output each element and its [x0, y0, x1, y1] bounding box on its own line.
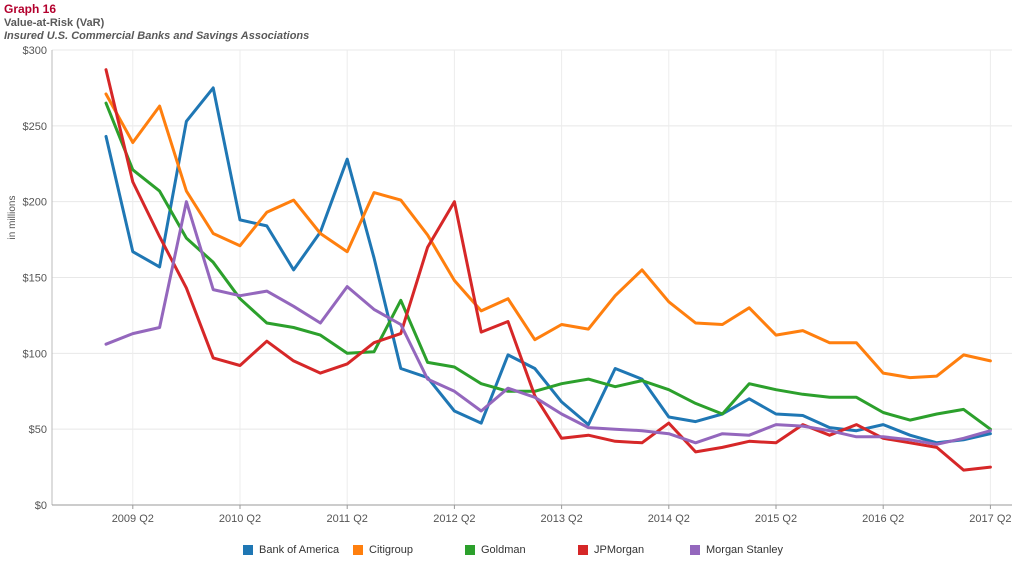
legend-swatch [578, 545, 588, 555]
x-tick-label: 2010 Q2 [219, 513, 261, 525]
x-tick-label: 2013 Q2 [540, 513, 582, 525]
legend-swatch [243, 545, 253, 555]
series-lines [104, 68, 992, 472]
series-line-bank-of-america [104, 86, 992, 445]
legend-swatch [465, 545, 475, 555]
series-line-jpmorgan [104, 68, 992, 472]
x-tick-label: 2016 Q2 [862, 513, 904, 525]
y-tick-label: $150 [23, 273, 47, 285]
x-tick-label: 2014 Q2 [648, 513, 690, 525]
axes: $0 $50 $100 $150 $200 $250 $300 2009 Q2 2010 Q2 2… [23, 45, 1012, 525]
x-tick-label: 2012 Q2 [433, 513, 475, 525]
legend-label: Citigroup [369, 544, 414, 556]
y-tick-label: $100 [23, 348, 47, 360]
chart-header: Graph 16 Value-at-Risk (VaR) Insured U.S… [4, 2, 309, 43]
x-tick-label: 2017 Q2 [969, 513, 1011, 525]
y-tick-label: $250 [23, 121, 47, 133]
series-line-goldman [104, 101, 992, 431]
x-tick-label: 2009 Q2 [112, 513, 154, 525]
legend-item-citigroup: Citigroup [353, 541, 413, 559]
y-tick-label: $200 [23, 197, 47, 209]
line-chart: $0 $50 $100 $150 $200 $250 $300 2009 Q2 2010 Q2 2… [7, 45, 1012, 525]
series-line-citigroup [104, 92, 992, 380]
graph-number: Graph 16 [4, 2, 57, 16]
chart-subtitle: Insured U.S. Commercial Banks and Saving… [4, 30, 310, 42]
legend-label: Morgan Stanley [706, 544, 784, 556]
legend-item-bank-of-america: Bank of America [243, 541, 339, 559]
legend-swatch [690, 545, 700, 555]
legend-label: Bank of America [259, 544, 340, 556]
legend-label: Goldman [481, 544, 526, 556]
series-line-morgan-stanley [104, 200, 992, 446]
y-tick-label: $50 [29, 424, 47, 436]
legend-item-goldman: Goldman [465, 541, 526, 559]
legend-item-jpmorgan: JPMorgan [578, 541, 644, 559]
x-tick-label: 2011 Q2 [327, 513, 368, 525]
legend-item-morgan-stanley: Morgan Stanley [690, 541, 783, 559]
legend-label: JPMorgan [594, 544, 645, 556]
chart-title: Value-at-Risk (VaR) [4, 17, 105, 29]
y-tick-label: $300 [23, 45, 47, 57]
legend: Bank of America Citigroup Goldman JPMorgan M… [0, 541, 1024, 559]
y-tick-label: $0 [35, 500, 47, 512]
legend-swatch [353, 545, 363, 555]
y-axis-label: in millions [7, 196, 18, 240]
x-tick-label: 2015 Q2 [755, 513, 797, 525]
